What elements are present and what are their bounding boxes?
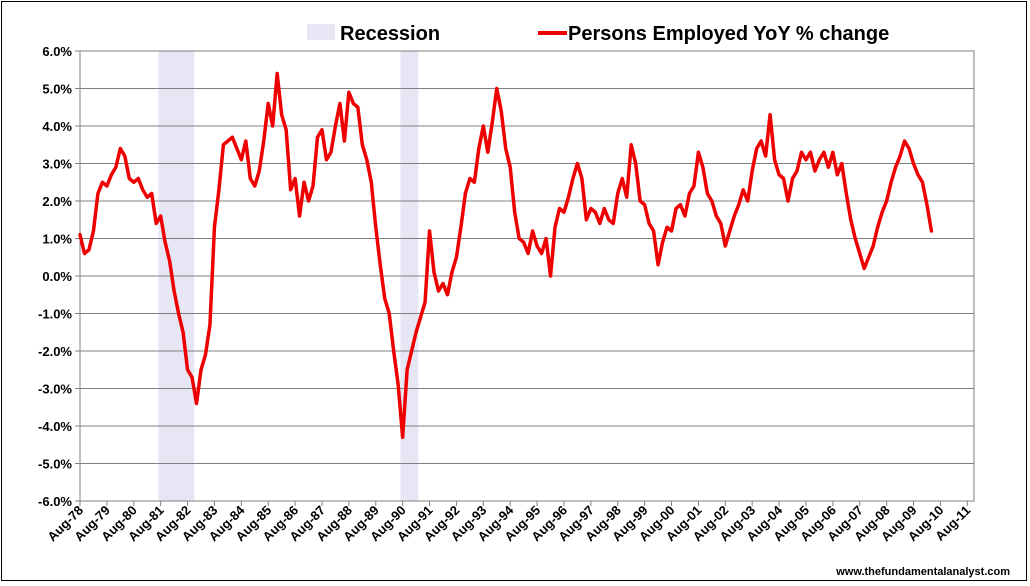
y-tick-label: 4.0% (42, 119, 72, 134)
y-tick-label: -3.0% (38, 382, 72, 397)
y-axis-tick-labels: 6.0% 5.0% 4.0% 3.0% 2.0% 1.0% 0.0% -1.0% -2.0% -3… (38, 44, 80, 509)
y-tick-label: -4.0% (38, 419, 72, 434)
y-tick-label: -1.0% (38, 307, 72, 322)
legend-recession-label: Recession (340, 23, 440, 45)
source-credit: www.thefundamentalanalyst.com (835, 566, 1010, 578)
y-tick-label: 2.0% (42, 194, 72, 209)
y-tick-label: 5.0% (42, 82, 72, 97)
legend: Recession Persons Employed YoY % change (307, 23, 889, 45)
series-lines (78, 71, 934, 439)
y-tick-label: 3.0% (42, 157, 72, 172)
y-tick-label: 1.0% (42, 232, 72, 247)
y-tick-label: -2.0% (38, 344, 72, 359)
legend-recession-swatch (307, 24, 335, 40)
y-tick-label: 0.0% (42, 269, 72, 284)
y-tick-label: 6.0% (42, 44, 72, 59)
series-line-1 (78, 71, 934, 439)
y-tick-label: -5.0% (38, 457, 72, 472)
y-tick-label: -6.0% (38, 494, 72, 509)
x-axis-tick-labels: Aug-78Aug-79Aug-80Aug-81Aug-82Aug-83Aug-… (44, 501, 973, 544)
gridlines (80, 50, 974, 502)
legend-series-label: Persons Employed YoY % change (568, 23, 889, 45)
